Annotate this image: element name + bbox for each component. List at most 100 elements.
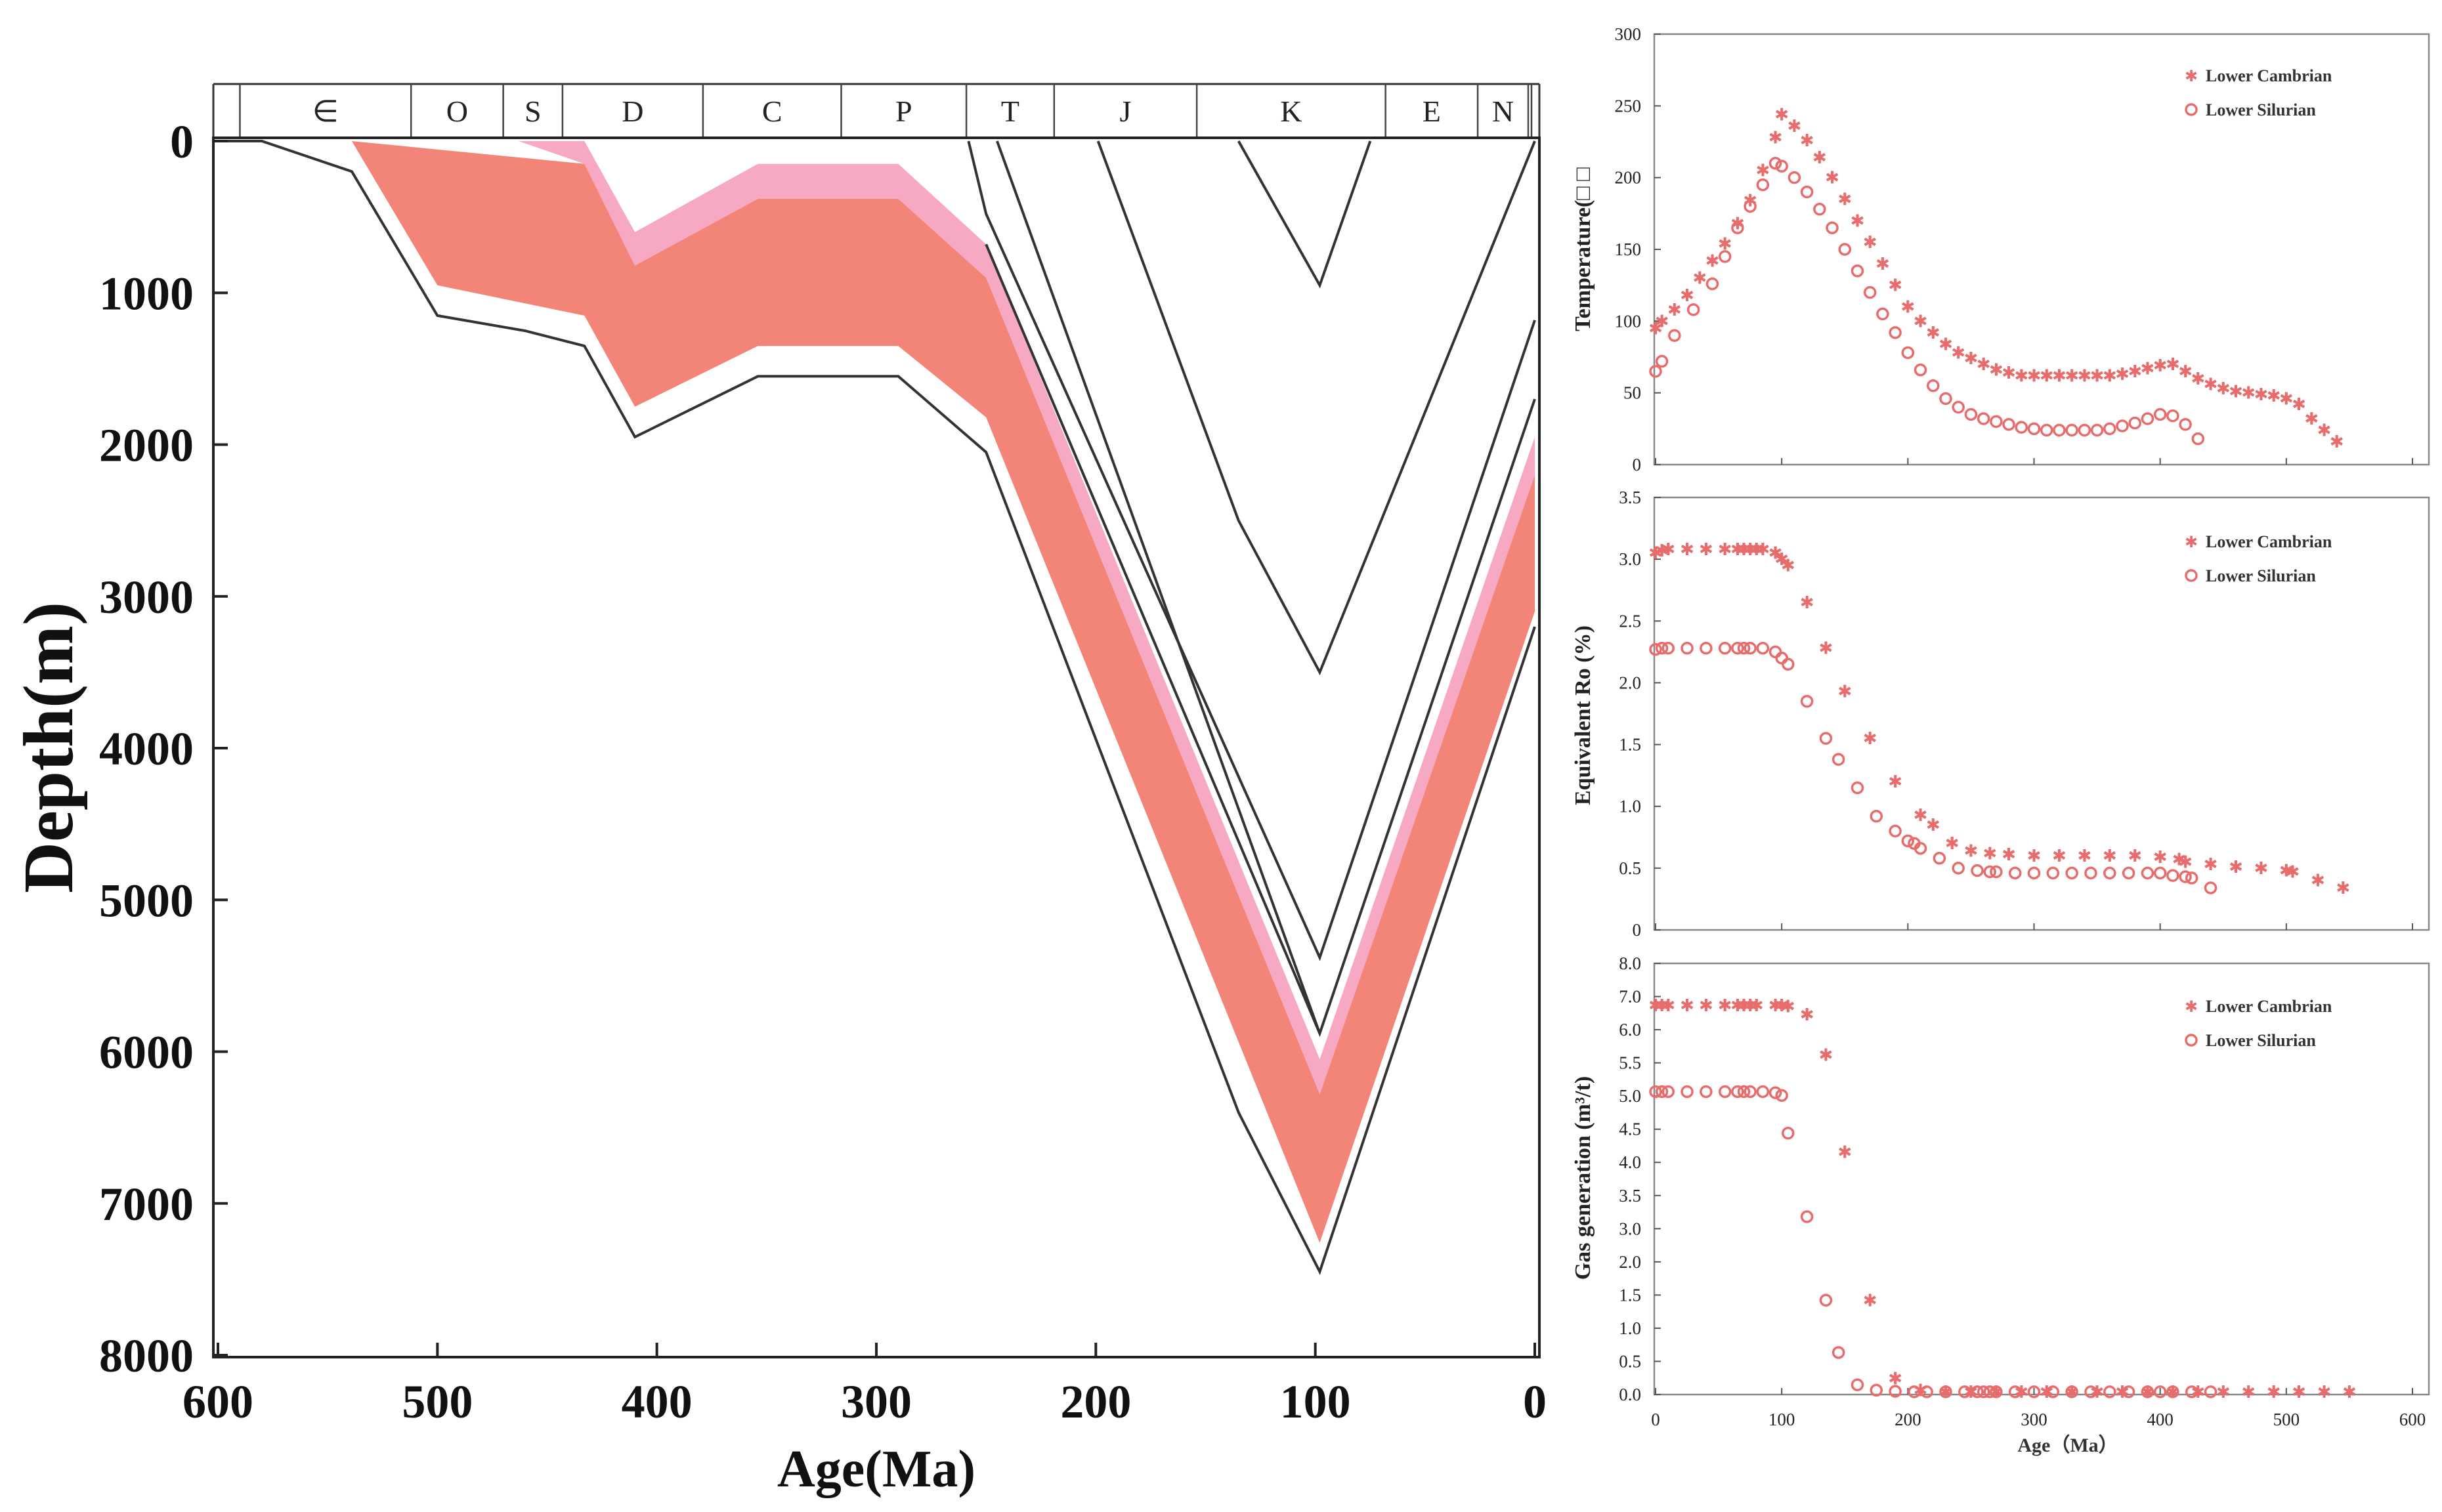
point-asterisk: ✱: [2153, 848, 2168, 868]
panel-x-tick-label: 500: [2273, 1410, 2300, 1429]
point-asterisk: ✱: [2103, 366, 2117, 386]
point-asterisk: ✱: [2027, 847, 2042, 866]
panel-y-tick-label: 50: [1623, 383, 1641, 403]
point-circle: [2122, 866, 2135, 880]
point-asterisk: ✱: [2204, 375, 2218, 395]
point-asterisk: ✱: [1718, 234, 1732, 254]
point-asterisk: ✱: [1661, 996, 1675, 1016]
point-asterisk: ✱: [1743, 996, 1757, 1016]
panel-y-tick-label: 4.5: [1619, 1120, 1641, 1139]
point-circle: [2179, 870, 2192, 883]
point-asterisk: ✱: [2178, 852, 2193, 872]
panel-frame: [1653, 33, 2430, 466]
point-asterisk: ✱: [1774, 550, 1789, 570]
point-circle: [2065, 423, 2078, 437]
point-asterisk: ✱: [1800, 1005, 1814, 1025]
point-circle: [1851, 781, 1864, 795]
point-asterisk: ✱: [1655, 996, 1669, 1016]
point-circle: [1920, 1385, 1933, 1398]
point-circle: [1788, 171, 1801, 184]
point-asterisk: ✱: [2216, 1383, 2231, 1402]
point-asterisk: ✱: [1926, 816, 1940, 835]
point-asterisk: ✱: [1787, 117, 1801, 136]
point-asterisk: ✱: [2254, 859, 2269, 879]
point-asterisk: ✱: [2317, 421, 2332, 441]
point-circle: [1964, 408, 1978, 421]
x-tick-label: 0: [1523, 1376, 1547, 1428]
panel-y-tick-label: 2.5: [1619, 611, 1641, 631]
point-asterisk: ✱: [1945, 834, 1960, 854]
x-tick-label: 400: [622, 1376, 693, 1428]
point-asterisk: ✱: [1989, 361, 2003, 381]
burial-fills: [351, 141, 1535, 1243]
point-asterisk: ✱: [1718, 540, 1732, 560]
legend-marker-circle: [2185, 1034, 2198, 1047]
point-asterisk: ✱: [1914, 312, 1928, 331]
panel-y-tick-label: 3.0: [1619, 549, 1641, 569]
panel-x-tick-label: 600: [2399, 1410, 2426, 1429]
x-tick-label: 500: [402, 1376, 473, 1428]
point-circle: [1800, 1210, 1814, 1223]
point-asterisk: ✱: [1705, 251, 1720, 271]
point-circle: [2166, 869, 2179, 882]
point-circle: [1731, 641, 1744, 655]
point-circle: [2084, 866, 2097, 880]
point-asterisk: ✱: [1800, 593, 1814, 613]
burial-line-5: [1237, 140, 1372, 289]
period-label: K: [1280, 94, 1302, 128]
panel-x-tick-label: 300: [2021, 1410, 2047, 1429]
point-asterisk: ✱: [1819, 639, 1833, 659]
point-circle: [1655, 354, 1669, 368]
burial-x-label: Age(Ma): [777, 1440, 975, 1498]
series-lower-silurian: [1649, 157, 2205, 446]
point-asterisk: ✱: [2241, 1383, 2256, 1402]
legend-label: Lower Silurian: [2206, 566, 2316, 585]
period-label: N: [1492, 94, 1514, 128]
point-asterisk: ✱: [2292, 395, 2306, 415]
point-circle: [1952, 862, 1965, 875]
point-circle: [1914, 363, 1927, 377]
point-asterisk: ✱: [2166, 355, 2180, 375]
panel-y-tick-label: 2.0: [1619, 1252, 1641, 1272]
point-circle: [2179, 418, 2192, 431]
panel-x-tick-label: 100: [1768, 1410, 1795, 1429]
point-circle: [1901, 346, 1915, 360]
point-circle: [1983, 865, 1996, 879]
point-circle: [1775, 159, 1788, 173]
y-tick-label: 0: [170, 116, 194, 168]
point-asterisk: ✱: [1755, 161, 1770, 181]
point-asterisk: ✱: [2330, 432, 2344, 452]
point-asterisk: ✱: [1680, 286, 1694, 306]
point-circle: [1649, 642, 1662, 656]
point-circle: [2116, 419, 2129, 432]
panel-x-tick-label: 200: [1895, 1410, 1921, 1429]
point-asterisk: ✱: [2172, 850, 2187, 870]
point-circle: [1889, 824, 1902, 838]
point-circle: [1800, 185, 1814, 199]
point-asterisk: ✱: [1837, 190, 1852, 209]
point-circle: [2065, 866, 2078, 880]
point-asterisk: ✱: [2342, 1383, 2357, 1402]
point-circle: [1756, 178, 1770, 192]
point-asterisk: ✱: [1888, 1369, 1902, 1389]
panel-y-label: Temperature(□ □: [1571, 167, 1595, 331]
point-asterisk: ✱: [1982, 844, 1997, 864]
point-circle: [2002, 418, 2015, 431]
burial-lines: [218, 140, 1536, 1275]
point-circle: [1731, 221, 1744, 234]
point-circle: [1756, 1085, 1770, 1099]
point-asterisk: ✱: [2065, 366, 2079, 386]
period-label: C: [762, 94, 782, 128]
point-asterisk: ✱: [2052, 847, 2067, 866]
point-asterisk: ✱: [2204, 855, 2218, 875]
point-asterisk: ✱: [1774, 996, 1789, 1016]
period-label: P: [895, 94, 912, 128]
point-asterisk: ✱: [2191, 369, 2205, 389]
point-circle: [1838, 243, 1851, 256]
point-circle: [1782, 658, 1795, 671]
point-circle: [2191, 432, 2205, 446]
point-asterisk: ✱: [2153, 356, 2168, 376]
point-asterisk: ✱: [2229, 858, 2243, 877]
